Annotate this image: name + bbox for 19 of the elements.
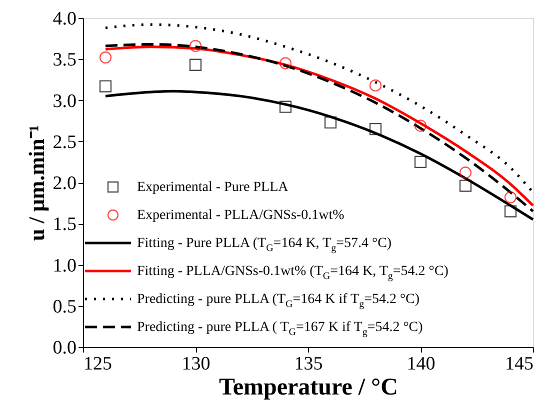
- y-tick-label: 2.5: [52, 132, 76, 153]
- x-tick-label: 125: [84, 354, 112, 374]
- x-tick-label: 145: [505, 354, 534, 374]
- x-tick-label: 135: [294, 354, 323, 374]
- y-tick-label: 1.0: [52, 255, 76, 276]
- y-tick-label: 2.0: [52, 173, 76, 194]
- y-axis-title: u / μm.min⁻¹: [24, 125, 49, 241]
- line-series: [104, 23, 534, 194]
- y-tick-label: 3.0: [52, 90, 76, 112]
- legend-label: Experimental - PLLA/GNSs-0.1wt%: [137, 208, 345, 223]
- legend-label: Experimental - Pure PLLA: [137, 180, 290, 195]
- x-tick-label: 140: [406, 354, 436, 374]
- y-tick-label: 0.5: [52, 296, 76, 318]
- y-tick-label: 1.5: [52, 214, 76, 236]
- x-axis-title: Temperature / °C: [219, 374, 398, 400]
- y-tick-label: 4.0: [52, 8, 76, 30]
- x-tick-label: 130: [182, 354, 210, 374]
- y-tick-label: 3.5: [52, 50, 76, 71]
- y-tick-label: 0.0: [52, 338, 76, 358]
